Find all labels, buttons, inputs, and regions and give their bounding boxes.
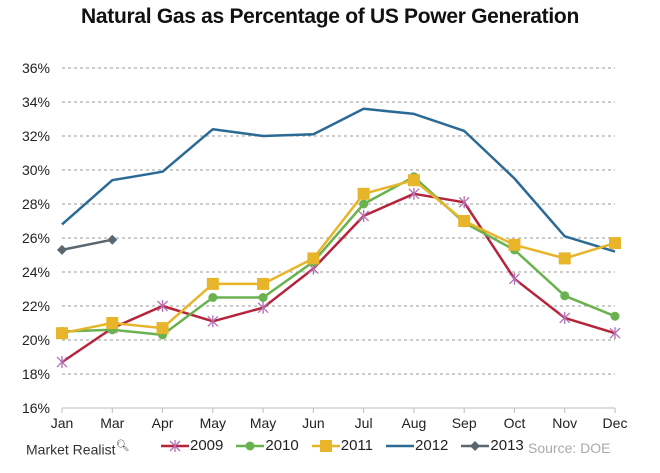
legend-item: 2009 — [160, 437, 223, 454]
x-tick-label: Apr — [152, 415, 174, 431]
data-point — [156, 322, 169, 335]
y-tick-label: 30% — [22, 162, 50, 178]
data-point — [559, 311, 571, 324]
x-tick-label: Jan — [51, 415, 74, 431]
y-tick-label: 36% — [22, 60, 50, 76]
data-point — [56, 327, 68, 340]
data-point — [169, 439, 181, 452]
legend-swatch — [161, 439, 189, 452]
data-point — [560, 291, 570, 301]
x-tick-label: Dec — [603, 415, 628, 431]
brand-logo: Market Realist🔍︎ — [26, 439, 129, 458]
data-point — [359, 199, 369, 209]
series-line — [61, 178, 616, 335]
legend-item: 2013 — [460, 437, 524, 454]
series-line — [61, 192, 616, 364]
data-point — [458, 215, 471, 227]
legend-label: 2013 — [490, 437, 524, 454]
data-point — [257, 277, 270, 290]
y-tick-label: 20% — [22, 332, 50, 348]
series-2012 — [61, 107, 616, 253]
y-tick-label: 22% — [22, 298, 50, 314]
legend-label: 2012 — [415, 437, 449, 454]
x-tick-label: Aug — [401, 415, 426, 431]
legend-item: 2010 — [235, 437, 299, 454]
data-point — [609, 327, 621, 340]
series-2011 — [56, 174, 621, 340]
data-point — [407, 174, 420, 187]
legend-label: 2009 — [190, 437, 224, 454]
data-point — [319, 439, 332, 452]
x-tick-label: Jun — [302, 415, 325, 431]
data-point — [307, 252, 320, 265]
x-tick-label: Sep — [452, 415, 477, 431]
data-point — [207, 315, 219, 328]
data-point — [610, 311, 620, 321]
y-tick-label: 28% — [22, 196, 50, 212]
series-2009 — [56, 187, 621, 369]
data-point — [470, 440, 481, 451]
data-point — [56, 356, 68, 369]
data-point — [206, 277, 219, 290]
brand-name: Market Realist — [26, 441, 116, 458]
x-tick-label: Oct — [504, 415, 526, 431]
legend-swatch — [311, 439, 340, 452]
legend-swatch — [386, 444, 415, 447]
y-tick-label: 16% — [22, 400, 50, 416]
data-point — [508, 238, 521, 251]
magnifier-icon: 🔍︎ — [115, 440, 130, 452]
y-tick-label: 26% — [22, 230, 50, 246]
data-point — [245, 441, 255, 450]
legend-label: 2011 — [340, 437, 374, 454]
legend-item: 2012 — [385, 437, 448, 454]
series-line — [61, 238, 113, 252]
x-tick-label: Mar — [100, 415, 124, 431]
x-tick-label: Nov — [552, 415, 577, 431]
data-point — [106, 317, 119, 329]
legend-swatch — [236, 441, 265, 450]
data-point — [208, 293, 218, 302]
data-point — [508, 272, 520, 285]
data-point — [609, 237, 621, 250]
data-point — [258, 293, 268, 302]
data-point — [107, 234, 118, 245]
data-point — [558, 252, 571, 265]
chart-title: Natural Gas as Percentage of US Power Ge… — [81, 5, 579, 28]
series-2013 — [57, 234, 118, 255]
series-line — [61, 175, 616, 337]
y-tick-label: 32% — [22, 128, 50, 144]
x-tick-label: May — [200, 415, 226, 431]
y-tick-label: 24% — [22, 264, 50, 280]
data-point — [157, 300, 169, 312]
series-line — [61, 107, 616, 253]
data-point — [357, 187, 370, 200]
x-tick-label: May — [250, 415, 276, 431]
data-point — [57, 244, 67, 255]
x-tick-label: Jul — [355, 415, 373, 431]
chart-legend: 2009 2010 2011 2012 2013 — [160, 437, 536, 454]
source-note: Source: DOE — [528, 440, 611, 456]
data-point — [408, 187, 420, 200]
data-point — [257, 301, 269, 314]
legend-label: 2010 — [265, 437, 299, 454]
y-tick-label: 34% — [22, 94, 50, 110]
data-point — [458, 196, 470, 209]
legend-item: 2011 — [311, 437, 373, 454]
y-tick-label: 18% — [22, 366, 50, 382]
data-point — [358, 209, 370, 222]
legend-swatch — [461, 440, 490, 451]
